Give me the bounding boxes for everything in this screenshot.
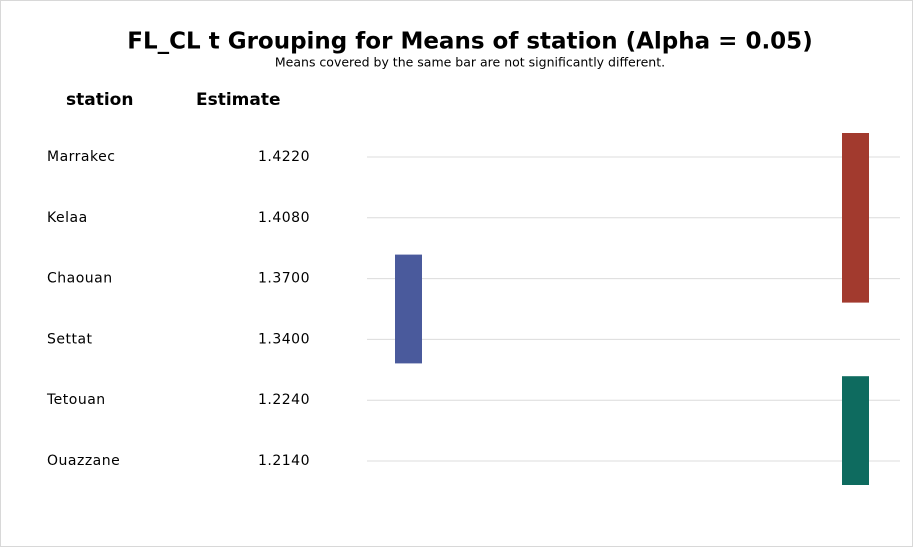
column-header: Estimate [196,90,281,110]
estimate-label: 1.3400 [258,331,310,347]
estimate-label: 1.2240 [258,392,310,408]
group-bar [395,254,422,364]
station-label: Kelaa [47,210,88,226]
station-label: Settat [47,331,93,347]
estimate-label: 1.2140 [258,453,310,469]
estimate-label: 1.3700 [258,271,310,287]
station-label: Marrakec [47,149,115,165]
estimate-label: 1.4220 [258,149,310,165]
group-bar [842,376,869,485]
estimate-label: 1.4080 [258,210,310,226]
chart-subtitle: Means covered by the same bar are not si… [275,55,665,70]
station-label: Chaouan [47,271,113,287]
chart-title: FL_CL t Grouping for Means of station (A… [127,29,812,55]
column-header: station [66,90,133,110]
station-label: Tetouan [46,392,106,408]
station-label: Ouazzane [47,453,120,469]
group-bar [842,133,869,303]
